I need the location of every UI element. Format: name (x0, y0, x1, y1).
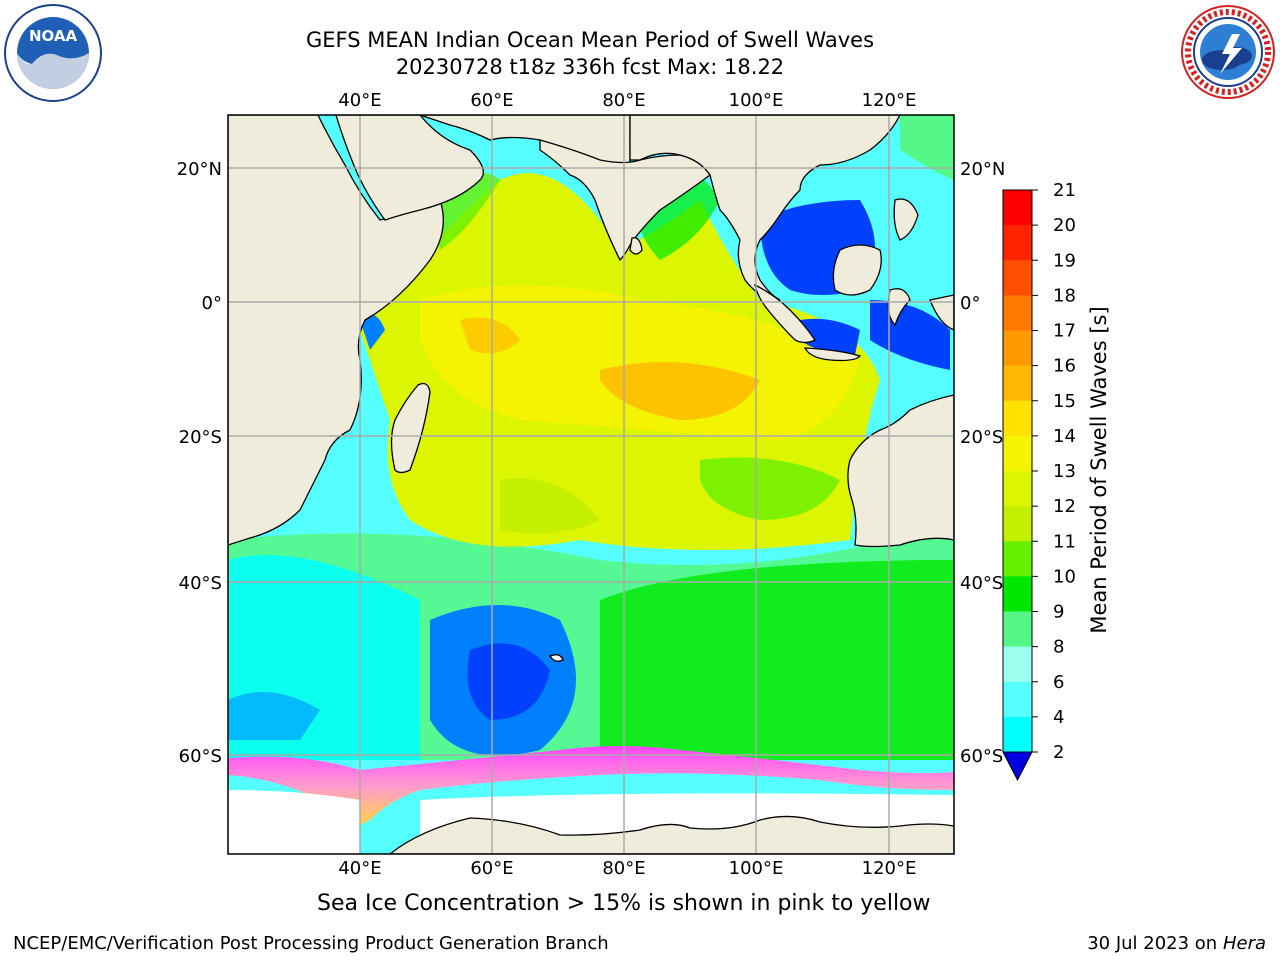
colorbar-segment (1003, 330, 1032, 367)
colorbar-segment (1003, 611, 1032, 648)
land-southeast-asia (629, 115, 901, 301)
land-philippines (893, 198, 919, 241)
colorbar-extend-arrow (1002, 751, 1033, 782)
lon-tick-label: 40°E (338, 858, 381, 879)
colorbar-segment (1003, 190, 1032, 226)
land-antarctica (388, 815, 954, 854)
colorbar-segment (1003, 225, 1032, 261)
colorbar-tick-label: 21 (1053, 180, 1076, 201)
colorbar-segment (1003, 681, 1032, 718)
colorbar-tick-label: 16 (1053, 356, 1076, 377)
colorbar-segment (1003, 646, 1032, 683)
land-india (539, 139, 711, 262)
colorbar-tick-label: 8 (1053, 637, 1064, 658)
colorbar-label: Mean Period of Swell Waves [s] (1087, 306, 1111, 633)
colorbar-tick-label: 2 (1053, 742, 1064, 763)
lon-tick-label: 100°E (729, 90, 784, 111)
colorbar-segment (1003, 435, 1032, 472)
colorbar-segment (1003, 506, 1032, 542)
sea-ice-band (228, 746, 954, 825)
footer-date-text: 30 Jul 2023 on (1087, 933, 1223, 954)
lon-tick-label: 120°E (862, 90, 917, 111)
footer-host: Hera (1222, 933, 1266, 954)
lon-ticks-bottom: 40°E 60°E 80°E 100°E 120°E (338, 858, 916, 879)
colorbar-tick-label: 13 (1053, 461, 1076, 482)
noaa-logo-icon: NOAA (4, 4, 102, 102)
map-subtitle: 20230728 t18z 336h fcst Max: 18.22 (395, 55, 785, 79)
land-new-guinea (929, 294, 954, 331)
land-sri-lanka (629, 237, 643, 255)
lat-tick-label: 20°S (960, 427, 1003, 448)
land-sumatra (754, 283, 816, 344)
graticule (228, 115, 954, 854)
map-title: GEFS MEAN Indian Ocean Mean Period of Sw… (305, 28, 875, 52)
land-java (803, 347, 862, 362)
lat-tick-label: 60°S (179, 746, 222, 767)
map-plot-area (228, 115, 954, 854)
colorbar-tick-label: 18 (1053, 285, 1076, 306)
colorbar-tick-label: 6 (1053, 672, 1064, 693)
colorbar-segment (1003, 400, 1032, 437)
colorbar-tick-label: 17 (1053, 321, 1076, 342)
colorbar-segment (1003, 716, 1032, 753)
lon-tick-label: 40°E (338, 90, 381, 111)
land-australia (847, 394, 954, 548)
colorbar-tick-label: 14 (1053, 426, 1076, 447)
colorbar-tick-label: 19 (1053, 250, 1076, 271)
lon-tick-label: 60°E (470, 90, 513, 111)
colorbar-tick-label: 12 (1053, 496, 1076, 517)
colorbar-segment (1003, 295, 1032, 331)
land-madagascar (390, 382, 431, 474)
footer-credit: NCEP/EMC/Verification Post Processing Pr… (13, 933, 609, 954)
lat-tick-label: 20°N (960, 159, 1005, 180)
lon-ticks-top: 40°E 60°E 80°E 100°E 120°E (338, 90, 916, 111)
colorbar-segment (1003, 541, 1032, 577)
lon-tick-label: 80°E (602, 90, 645, 111)
lon-tick-label: 80°E (602, 858, 645, 879)
colorbar-tick-label: 9 (1053, 602, 1064, 623)
colorbar-tick-label: 11 (1053, 531, 1076, 552)
land-borneo (832, 244, 882, 296)
colorbar-tick-label: 10 (1053, 566, 1076, 587)
swell-period-field (228, 115, 954, 760)
land-kerguelen (549, 654, 564, 662)
colorbar-tick-label: 15 (1053, 391, 1076, 412)
lon-tick-label: 120°E (862, 858, 917, 879)
lat-tick-label: 20°S (179, 427, 222, 448)
land-africa (228, 115, 444, 546)
lat-ticks-left: 20°N 0° 20°S 40°S 60°S (177, 159, 222, 767)
footer-date: 30 Jul 2023 on Hera (1087, 933, 1266, 954)
colorbar-tick-label: 4 (1053, 707, 1064, 728)
lon-tick-label: 60°E (470, 858, 513, 879)
colorbar-tick-label: 20 (1053, 215, 1076, 236)
lat-tick-label: 20°N (177, 159, 222, 180)
lat-tick-label: 60°S (960, 746, 1003, 767)
lat-tick-label: 40°S (960, 573, 1003, 594)
lat-ticks-right: 20°N 0° 20°S 40°S 60°S (960, 159, 1005, 767)
colorbar-segment (1003, 576, 1032, 612)
colorbar-segment (1003, 260, 1032, 296)
lat-tick-label: 0° (960, 293, 980, 314)
lat-tick-label: 40°S (179, 573, 222, 594)
map-frame (227, 114, 955, 855)
nws-logo-icon (1180, 4, 1276, 100)
colorbar: 21 20 19 18 17 16 15 14 13 12 11 10 9 8 6 4 2 (1002, 180, 1076, 782)
noaa-logo-text: NOAA (29, 27, 78, 45)
land-masses (228, 115, 954, 854)
lat-tick-label: 0° (202, 293, 222, 314)
colorbar-segment (1003, 365, 1032, 402)
sea-ice-caption: Sea Ice Concentration > 15% is shown in … (317, 891, 931, 916)
lon-tick-label: 100°E (729, 858, 784, 879)
colorbar-segment (1003, 471, 1032, 507)
